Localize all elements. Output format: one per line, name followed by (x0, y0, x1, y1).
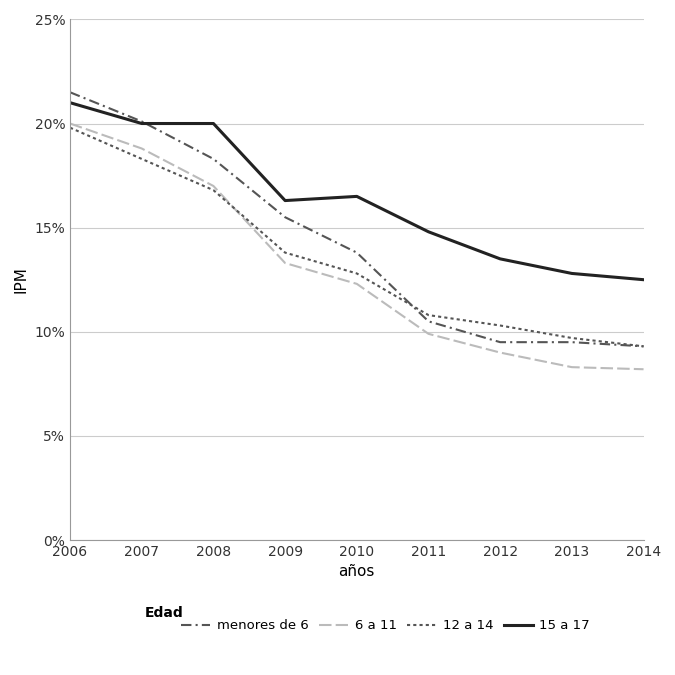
12 a 14 (138, 155, 146, 163)
Y-axis label: IPM: IPM (14, 266, 29, 293)
menores de 6 (138, 117, 146, 126)
menores de 6 (568, 338, 576, 346)
Line: 6 a 11: 6 a 11 (70, 124, 643, 369)
15 a 17 (138, 119, 146, 128)
Line: menores de 6: menores de 6 (70, 92, 643, 346)
6 a 11 (138, 144, 146, 153)
12 a 14 (639, 342, 647, 350)
15 a 17 (425, 227, 433, 236)
15 a 17 (568, 269, 576, 277)
12 a 14 (209, 186, 217, 194)
15 a 17 (66, 99, 74, 107)
6 a 11 (568, 363, 576, 371)
menores de 6 (496, 338, 504, 346)
Line: 15 a 17: 15 a 17 (70, 103, 643, 279)
Legend: menores de 6, 6 a 11, 12 a 14, 15 a 17: menores de 6, 6 a 11, 12 a 14, 15 a 17 (181, 620, 590, 632)
12 a 14 (353, 269, 361, 277)
12 a 14 (496, 321, 504, 329)
Line: 12 a 14: 12 a 14 (70, 128, 643, 346)
6 a 11 (66, 119, 74, 128)
menores de 6 (209, 155, 217, 163)
12 a 14 (568, 334, 576, 342)
15 a 17 (353, 192, 361, 200)
menores de 6 (66, 88, 74, 97)
menores de 6 (353, 248, 361, 256)
6 a 11 (353, 280, 361, 288)
6 a 11 (281, 259, 289, 267)
12 a 14 (425, 311, 433, 319)
6 a 11 (209, 182, 217, 190)
12 a 14 (281, 248, 289, 256)
menores de 6 (639, 342, 647, 350)
menores de 6 (281, 213, 289, 221)
15 a 17 (281, 196, 289, 205)
X-axis label: años: años (339, 564, 375, 579)
15 a 17 (639, 275, 647, 284)
Text: Edad: Edad (144, 606, 184, 620)
15 a 17 (496, 255, 504, 263)
6 a 11 (639, 365, 647, 373)
menores de 6 (425, 317, 433, 325)
6 a 11 (425, 330, 433, 338)
15 a 17 (209, 119, 217, 128)
12 a 14 (66, 124, 74, 132)
6 a 11 (496, 348, 504, 356)
